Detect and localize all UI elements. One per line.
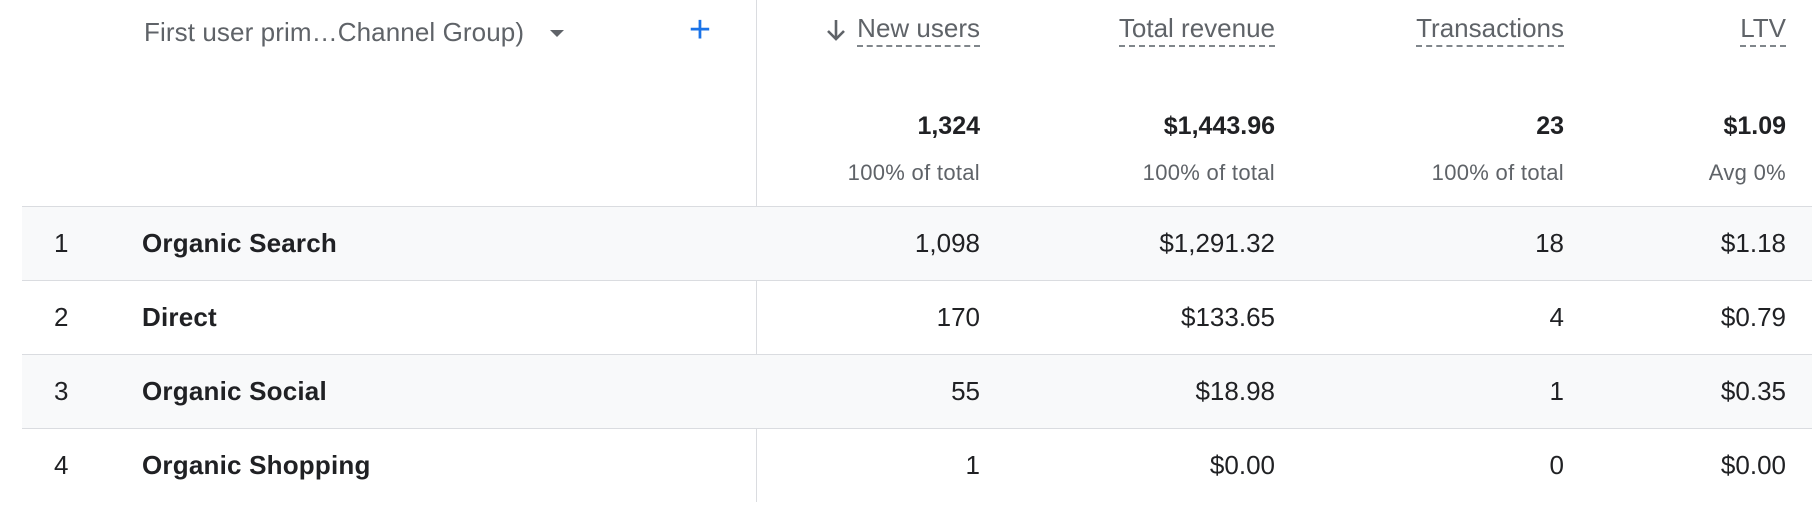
cell-transactions: 18 [1535,228,1564,258]
total-new-users: 1,324 [917,112,980,140]
column-label: LTV [1740,13,1786,47]
cell-total-revenue: $0.00 [1209,450,1275,480]
dimension-label: First user prim…Channel Group) [144,16,525,47]
table-row[interactable]: 3 Organic Social 55 $18.98 1 $0.35 [22,354,1812,428]
cell-transactions: 4 [1549,302,1564,332]
total-new-users-percent: 100% of total [847,160,980,185]
column-label: Transactions [1416,13,1564,47]
table-row[interactable]: 2 Direct 170 $133.65 4 $0.79 [22,280,1812,354]
total-revenue-percent: 100% of total [1142,160,1275,185]
plus-icon: + [688,9,712,51]
table-body: 1 Organic Search 1,098 $1,291.32 18 $1.1… [22,206,1812,502]
column-header-total-revenue[interactable]: Total revenue [1118,8,1275,52]
total-transactions: 23 [1536,112,1564,140]
cell-new-users: 170 [936,302,980,332]
cell-new-users: 1,098 [914,228,980,258]
cell-transactions: 1 [1549,376,1564,406]
row-index: 1 [54,228,69,258]
column-label: New users [857,13,980,47]
column-header-new-users[interactable]: New users [825,8,980,52]
caret-down-icon[interactable] [550,29,565,37]
cell-ltv: $1.18 [1720,228,1786,258]
cell-ltv: $0.79 [1720,302,1786,332]
arrow-down-icon[interactable] [825,17,847,43]
row-channel-name: Direct [142,302,217,332]
row-index: 2 [54,302,69,332]
dimension-selector[interactable]: First user prim…Channel Group) [144,14,565,50]
total-transactions-percent: 100% of total [1431,160,1564,185]
total-ltv-average: Avg 0% [1708,160,1786,185]
total-ltv: $1.09 [1723,112,1786,140]
cell-ltv: $0.35 [1720,376,1786,406]
cell-total-revenue: $18.98 [1195,376,1275,406]
table-row[interactable]: 4 Organic Shopping 1 $0.00 0 $0.00 [22,428,1812,502]
cell-new-users: 1 [965,450,980,480]
cell-total-revenue: $133.65 [1181,302,1275,332]
cell-transactions: 0 [1549,450,1564,480]
row-channel-name: Organic Search [142,228,337,258]
add-dimension-button[interactable]: + [680,10,720,50]
cell-total-revenue: $1,291.32 [1159,228,1275,258]
column-header-transactions[interactable]: Transactions [1416,8,1564,52]
total-revenue: $1,443.96 [1163,112,1275,140]
column-label: Total revenue [1118,13,1275,47]
row-channel-name: Organic Shopping [142,450,371,480]
column-header-ltv[interactable]: LTV [1740,8,1786,52]
cell-new-users: 55 [951,376,980,406]
table-row[interactable]: 1 Organic Search 1,098 $1,291.32 18 $1.1… [22,206,1812,280]
row-channel-name: Organic Social [142,376,327,406]
cell-ltv: $0.00 [1720,450,1786,480]
row-index: 3 [54,376,69,406]
row-index: 4 [54,450,69,480]
